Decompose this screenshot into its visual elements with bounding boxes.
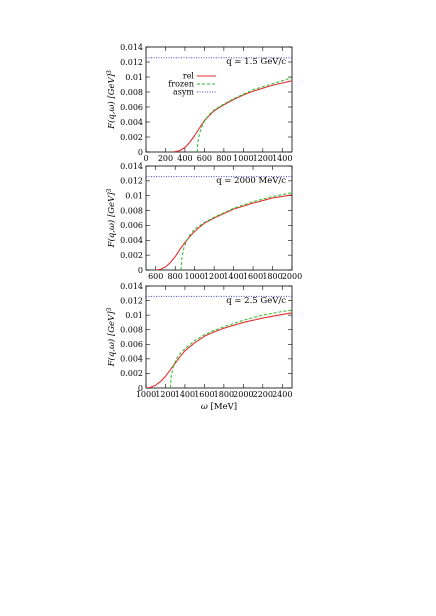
x-axis-label: ω [MeV] [201,402,237,412]
series-line-rel [155,194,292,270]
x-tick-label: 1400 [223,272,243,281]
y-tick-label: 0.006 [120,221,143,230]
x-tick-label: 1400 [272,154,292,163]
x-tick-label: 2400 [272,390,292,399]
x-tick-label: 1000 [233,154,253,163]
series-line-frozen [169,309,292,388]
y-tick-label: 0.004 [120,236,143,245]
legend-label-asym: asym [173,88,194,97]
x-tick-label: 2200 [253,390,273,399]
y-tick-label: 0.008 [120,88,143,97]
y-axis-label: F(q,ω) [GeV]3 [106,307,117,367]
legend-label-rel: rel [183,72,195,81]
x-tick-label: 1600 [243,272,263,281]
y-tick-label: 0 [138,266,143,275]
legend-label-frozen: frozen [168,80,194,89]
x-tick-label: 600 [148,272,163,281]
x-tick-label: 2000 [233,390,253,399]
x-tick-label: 1200 [155,390,175,399]
panel-annotation: q = 2.5 GeV/c [226,296,286,306]
y-tick-label: 0.01 [125,73,143,82]
y-tick-label: 0.012 [120,296,143,305]
y-tick-label: 0.01 [125,311,143,320]
panel-annotation: q = 1.5 GeV/c [226,57,286,67]
y-tick-label: 0.006 [120,103,143,112]
x-tick-label: 1200 [253,154,273,163]
y-tick-label: 0.008 [120,206,143,215]
series-line-rel [173,80,292,152]
y-axis-label: F(q,ω) [GeV]3 [106,188,117,248]
x-tick-label: 400 [177,154,192,163]
x-tick-label: 1800 [214,390,234,399]
chart-panel-1: 0 0.002 0.004 0.006 0.008 0.01 0.012 0.014 0 200 4… [106,43,292,163]
y-tick-label: 0.004 [120,355,143,364]
x-tick-label: 1400 [175,390,195,399]
y-tick-label: 0.006 [120,340,143,349]
series-line-frozen [196,77,292,152]
x-tick-label: 1600 [194,390,214,399]
x-tick-label: 0 [143,154,148,163]
x-tick-label: 200 [158,154,173,163]
y-tick-label: 0.002 [120,133,143,142]
y-tick-label: 0 [138,148,143,157]
y-tick-label: 0.002 [120,251,143,260]
series-line-rel [146,312,292,388]
x-tick-label: 2000 [282,272,302,281]
x-tick-label: 1800 [262,272,282,281]
y-tick-label: 0.012 [120,177,143,186]
y-axis-label: F(q,ω) [GeV]3 [106,70,117,130]
plot-frame [145,165,293,271]
plot-frame [145,46,293,153]
panel-annotation: q = 2000 MeV/c [216,176,286,186]
y-tick-label: 0.012 [120,58,143,67]
y-tick-label: 0.008 [120,326,143,335]
y-tick-label: 0.004 [120,118,143,127]
plot-frame [145,285,293,389]
x-tick-label: 1200 [204,272,224,281]
y-tick-label: 0 [138,384,143,393]
x-tick-label: 1000 [136,390,156,399]
y-tick-label: 0.002 [120,369,143,378]
x-tick-label: 1000 [184,272,204,281]
x-tick-label: 800 [168,272,183,281]
y-tick-label: 0.014 [120,282,143,291]
x-tick-label: 800 [216,154,231,163]
x-tick-label: 600 [197,154,212,163]
y-tick-label: 0.01 [125,192,143,201]
chart-panel-2: 0 0.002 0.004 0.006 0.008 0.01 0.012 0.014 600 80… [106,162,302,281]
y-tick-label: 0.014 [120,162,143,171]
y-tick-label: 0.014 [120,43,143,52]
series-line-frozen [180,192,292,270]
